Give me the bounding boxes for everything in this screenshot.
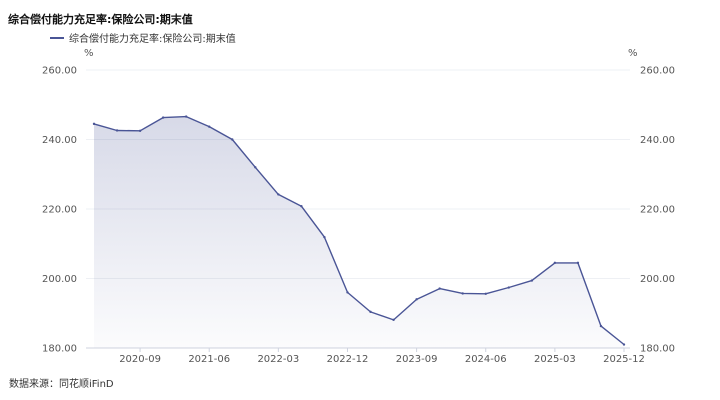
series-line-group [92,115,626,346]
x-tick-label: 2025-12 [603,354,645,365]
data-point[interactable] [392,318,395,322]
data-point[interactable] [300,205,303,208]
y-tick-label-left: 220.00 [42,205,77,216]
data-point[interactable] [323,235,326,239]
chart-title: 综合偿付能力充足率:保险公司:期末值 [8,13,193,26]
data-point[interactable] [484,292,487,295]
data-point[interactable] [138,129,142,133]
x-tick-label: 2023-09 [396,354,438,365]
y-tick-label-right: 180.00 [640,344,675,355]
y-tick-label-left: 240.00 [42,135,77,146]
data-point[interactable] [553,261,557,265]
x-tick-label: 2021-06 [188,354,230,365]
legend-label: 综合偿付能力充足率:保险公司:期末值 [69,34,236,45]
data-source-note: 数据来源：同花顺iFinD [9,379,114,390]
data-point[interactable] [346,291,349,294]
y-tick-label-right: 240.00 [640,135,675,146]
data-point[interactable] [507,286,510,289]
legend[interactable]: 综合偿付能力充足率:保险公司:期末值 [50,30,236,45]
y-tick-label-right: 260.00 [640,66,675,77]
x-tick-label: 2022-03 [257,354,299,365]
data-point[interactable] [161,116,165,119]
series-line [93,115,625,346]
data-point[interactable] [231,138,234,141]
data-point[interactable] [184,115,188,118]
y-axis-right-unit: % [628,48,638,59]
data-point[interactable] [277,193,280,196]
data-point[interactable] [208,125,211,128]
x-tick-label: 2025-03 [534,354,576,365]
y-tick-label-left: 180.00 [42,344,77,355]
data-point[interactable] [576,261,580,265]
data-point[interactable] [599,324,603,328]
series-area-fill [94,116,624,348]
data-point[interactable] [461,292,464,295]
axes: 260.00 240.00 220.00 200.00 180.00 260.00 240.… [42,66,675,366]
data-point[interactable] [369,310,372,314]
y-tick-label-right: 200.00 [640,274,675,285]
series-area [94,116,624,348]
y-axis-left-unit: % [84,48,94,59]
data-point[interactable] [622,343,626,346]
x-tick-label: 2024-06 [465,354,507,365]
data-point[interactable] [254,166,257,169]
y-tick-label-right: 220.00 [640,205,675,216]
data-point[interactable] [438,287,441,290]
data-point[interactable] [115,129,119,132]
data-point[interactable] [415,298,418,301]
y-tick-label-left: 260.00 [42,66,77,77]
x-tick-label: 2020-09 [119,354,161,365]
y-tick-label-left: 200.00 [42,274,77,285]
legend-swatch [50,36,64,39]
data-point[interactable] [92,122,96,126]
x-tick-label: 2022-12 [327,354,369,365]
data-point[interactable] [530,279,534,282]
